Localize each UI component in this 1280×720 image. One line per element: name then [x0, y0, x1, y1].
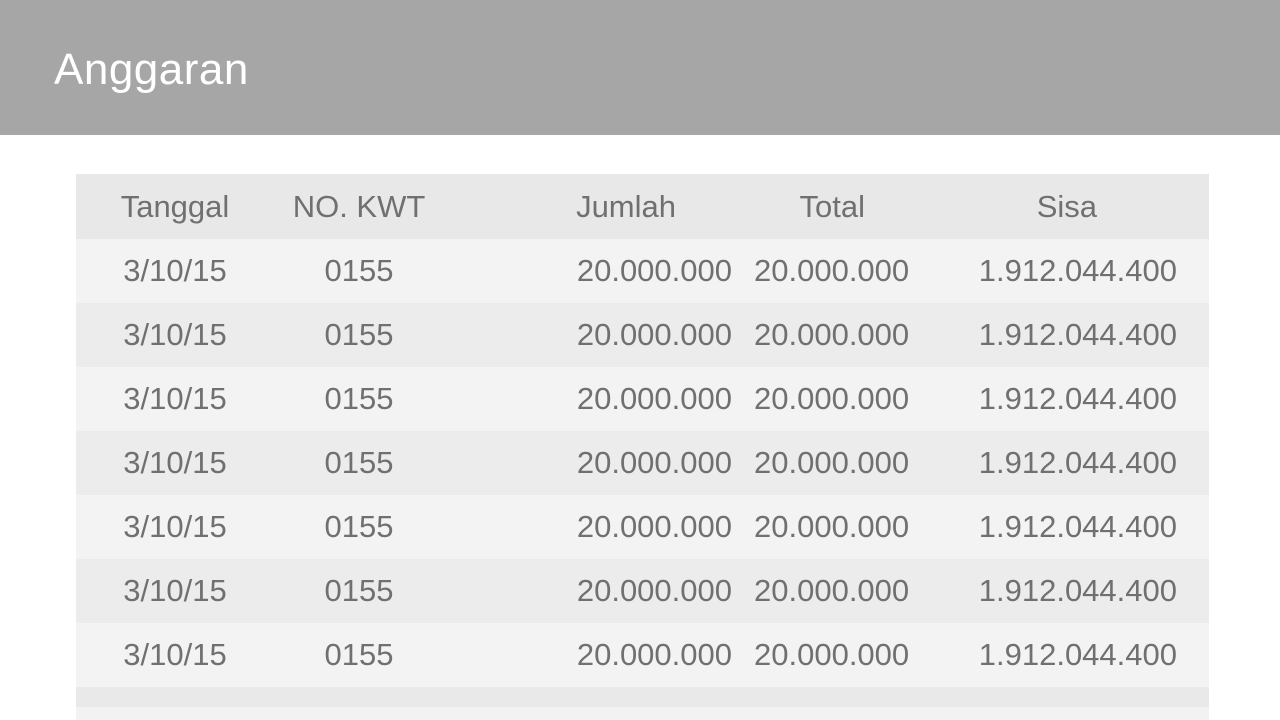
cell-total: 20.000.000 — [754, 381, 910, 416]
cell-jumlah: 20.000.000 — [576, 509, 732, 544]
table-row[interactable]: 3/10/15 0155 20.000.000 20.000.000 1.912… — [76, 559, 1209, 623]
budget-table: Tanggal NO. KWT Jumlah Total Sisa 3/10/1… — [76, 174, 1209, 707]
column-header-sisa[interactable]: Sisa — [1036, 188, 1097, 224]
cell-total: 20.000.000 — [754, 317, 910, 352]
table-header-row: Tanggal NO. KWT Jumlah Total Sisa — [76, 174, 1209, 239]
cell-tanggal: 3/10/15 — [123, 317, 227, 352]
page-title: Anggaran — [54, 45, 249, 94]
cell-tanggal: 3/10/15 — [123, 445, 227, 480]
partial-row-cell — [76, 687, 1209, 707]
cell-jumlah: 20.000.000 — [576, 381, 732, 416]
cell-tanggal: 3/10/15 — [123, 573, 227, 608]
cell-total: 20.000.000 — [754, 253, 910, 288]
cell-total: 20.000.000 — [754, 637, 910, 672]
cell-sisa: 1.912.044.400 — [978, 445, 1177, 480]
cell-total: 20.000.000 — [754, 509, 910, 544]
table-row[interactable]: 3/10/15 0155 20.000.000 20.000.000 1.912… — [76, 303, 1209, 367]
cell-no-kwt: 0155 — [324, 573, 394, 608]
cell-jumlah: 20.000.000 — [576, 253, 732, 288]
cell-tanggal: 3/10/15 — [123, 509, 227, 544]
column-header-total[interactable]: Total — [799, 188, 865, 224]
budget-table-container[interactable]: Tanggal NO. KWT Jumlah Total Sisa 3/10/1… — [76, 174, 1209, 720]
column-header-no-kwt[interactable]: NO. KWT — [292, 188, 426, 224]
cell-jumlah: 20.000.000 — [576, 637, 732, 672]
cell-no-kwt: 0155 — [324, 381, 394, 416]
cell-sisa: 1.912.044.400 — [978, 509, 1177, 544]
app-bar: Anggaran — [0, 0, 1280, 135]
cell-total: 20.000.000 — [754, 573, 910, 608]
cell-no-kwt: 0155 — [324, 509, 394, 544]
cell-jumlah: 20.000.000 — [576, 317, 732, 352]
table-row[interactable]: 3/10/15 0155 20.000.000 20.000.000 1.912… — [76, 495, 1209, 559]
cell-jumlah: 20.000.000 — [576, 573, 732, 608]
cell-tanggal: 3/10/15 — [123, 637, 227, 672]
cell-tanggal: 3/10/15 — [123, 253, 227, 288]
table-row[interactable]: 3/10/15 0155 20.000.000 20.000.000 1.912… — [76, 367, 1209, 431]
column-header-tanggal[interactable]: Tanggal — [120, 188, 230, 224]
table-row[interactable]: 3/10/15 0155 20.000.000 20.000.000 1.912… — [76, 623, 1209, 687]
table-row[interactable]: 3/10/15 0155 20.000.000 20.000.000 1.912… — [76, 239, 1209, 303]
cell-total: 20.000.000 — [754, 445, 910, 480]
cell-no-kwt: 0155 — [324, 445, 394, 480]
table-row[interactable]: 3/10/15 0155 20.000.000 20.000.000 1.912… — [76, 431, 1209, 495]
cell-no-kwt: 0155 — [324, 253, 394, 288]
cell-jumlah: 20.000.000 — [576, 445, 732, 480]
column-header-jumlah[interactable]: Jumlah — [576, 188, 676, 224]
partial-table-row — [76, 687, 1209, 707]
cell-no-kwt: 0155 — [324, 637, 394, 672]
cell-tanggal: 3/10/15 — [123, 381, 227, 416]
cell-sisa: 1.912.044.400 — [978, 253, 1177, 288]
cell-sisa: 1.912.044.400 — [978, 317, 1177, 352]
cell-sisa: 1.912.044.400 — [978, 381, 1177, 416]
cell-no-kwt: 0155 — [324, 317, 394, 352]
cell-sisa: 1.912.044.400 — [978, 637, 1177, 672]
cell-sisa: 1.912.044.400 — [978, 573, 1177, 608]
